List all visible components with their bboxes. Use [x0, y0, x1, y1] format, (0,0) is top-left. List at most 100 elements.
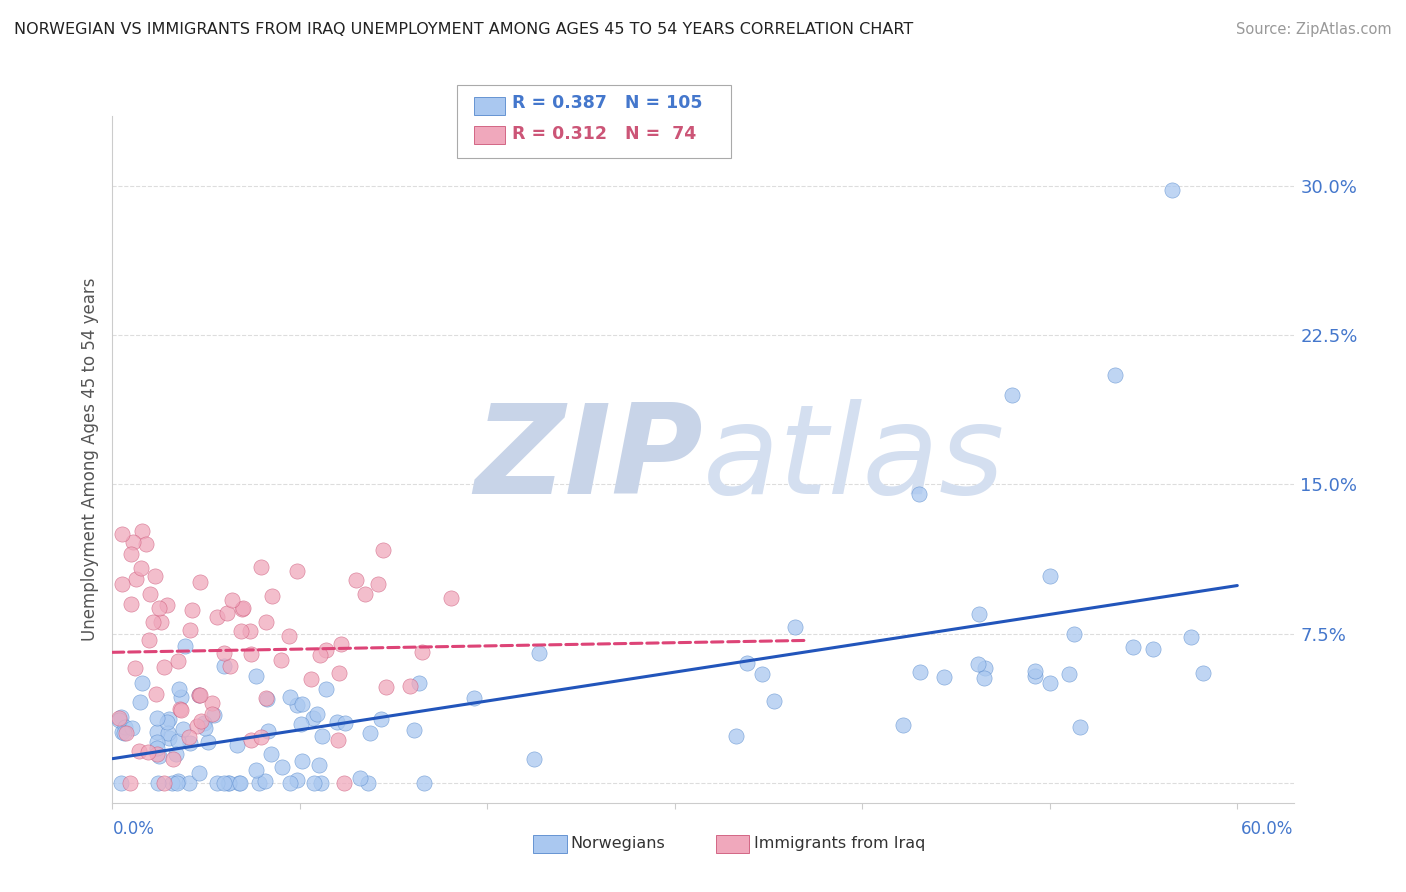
Point — [194, 721, 217, 735]
Point — [201, 706, 224, 721]
Point — [221, 593, 243, 607]
Point — [315, 681, 337, 696]
Point — [110, 776, 132, 790]
Point — [1024, 664, 1046, 678]
Point — [110, 710, 132, 724]
Point — [160, 776, 183, 790]
Point — [1039, 676, 1062, 690]
Point — [367, 577, 389, 591]
Point — [527, 646, 550, 660]
Point — [250, 731, 273, 745]
Point — [1039, 569, 1062, 583]
Point — [169, 690, 191, 704]
Point — [146, 734, 169, 748]
Point — [118, 776, 141, 790]
Point — [190, 714, 212, 728]
Point — [157, 731, 180, 745]
Point — [149, 615, 172, 630]
Point — [344, 573, 367, 587]
Point — [239, 624, 262, 638]
Text: atlas: atlas — [703, 399, 1005, 520]
Point — [463, 690, 485, 705]
Point — [783, 620, 806, 634]
Point — [188, 688, 211, 702]
Point — [891, 717, 914, 731]
Point — [1142, 641, 1164, 656]
Text: R = 0.312   N =  74: R = 0.312 N = 74 — [512, 125, 696, 143]
Point — [166, 776, 188, 790]
Point — [145, 687, 167, 701]
Point — [141, 615, 163, 629]
Point — [1063, 627, 1085, 641]
Point — [1024, 669, 1046, 683]
Point — [201, 696, 224, 710]
Point — [256, 691, 278, 706]
Point — [254, 615, 277, 630]
Point — [260, 747, 283, 761]
Point — [228, 776, 250, 790]
Point — [153, 660, 176, 674]
Point — [131, 676, 153, 690]
Point — [169, 702, 191, 716]
Point — [111, 527, 134, 541]
Point — [232, 601, 254, 615]
Point — [315, 643, 337, 657]
Point — [129, 561, 152, 575]
Y-axis label: Unemployment Among Ages 45 to 54 years: Unemployment Among Ages 45 to 54 years — [80, 277, 98, 641]
Point — [302, 776, 325, 790]
Point — [908, 665, 931, 679]
Point — [153, 776, 176, 790]
Point — [146, 747, 169, 762]
Point — [136, 746, 159, 760]
Point — [108, 714, 131, 728]
Point — [260, 589, 283, 603]
Point — [156, 726, 179, 740]
Point — [156, 715, 179, 730]
Point — [254, 691, 277, 706]
Point — [145, 725, 167, 739]
Point — [967, 607, 990, 621]
Point — [131, 524, 153, 538]
Point — [253, 774, 276, 789]
Text: 60.0%: 60.0% — [1241, 820, 1294, 838]
Point — [290, 716, 312, 731]
Point — [311, 729, 333, 743]
Point — [205, 610, 228, 624]
Point — [169, 681, 191, 696]
Point — [166, 733, 188, 747]
Point — [218, 776, 240, 790]
Point — [188, 575, 211, 590]
Point — [145, 740, 167, 755]
Point — [122, 534, 145, 549]
Point — [325, 715, 347, 730]
Point — [143, 569, 166, 583]
Point — [291, 754, 314, 768]
Point — [207, 776, 229, 790]
Point — [308, 758, 330, 772]
Point — [285, 772, 308, 787]
Point — [1069, 720, 1091, 734]
Point — [148, 748, 170, 763]
Point — [973, 661, 995, 675]
Point — [287, 698, 309, 712]
Point — [967, 657, 990, 671]
Point — [187, 688, 209, 702]
Point — [114, 720, 136, 734]
Point — [179, 736, 201, 750]
Point — [249, 776, 271, 790]
Point — [335, 716, 357, 731]
Point — [735, 657, 758, 671]
Point — [413, 776, 436, 790]
Point — [1192, 665, 1215, 680]
Point — [229, 624, 252, 639]
Point — [245, 763, 267, 777]
Point — [278, 690, 301, 704]
Point — [125, 572, 148, 586]
Point — [157, 712, 180, 726]
Point — [285, 564, 308, 578]
Point — [359, 726, 381, 740]
Point — [217, 776, 239, 790]
Point — [148, 600, 170, 615]
Point — [308, 648, 330, 662]
Point — [932, 670, 955, 684]
